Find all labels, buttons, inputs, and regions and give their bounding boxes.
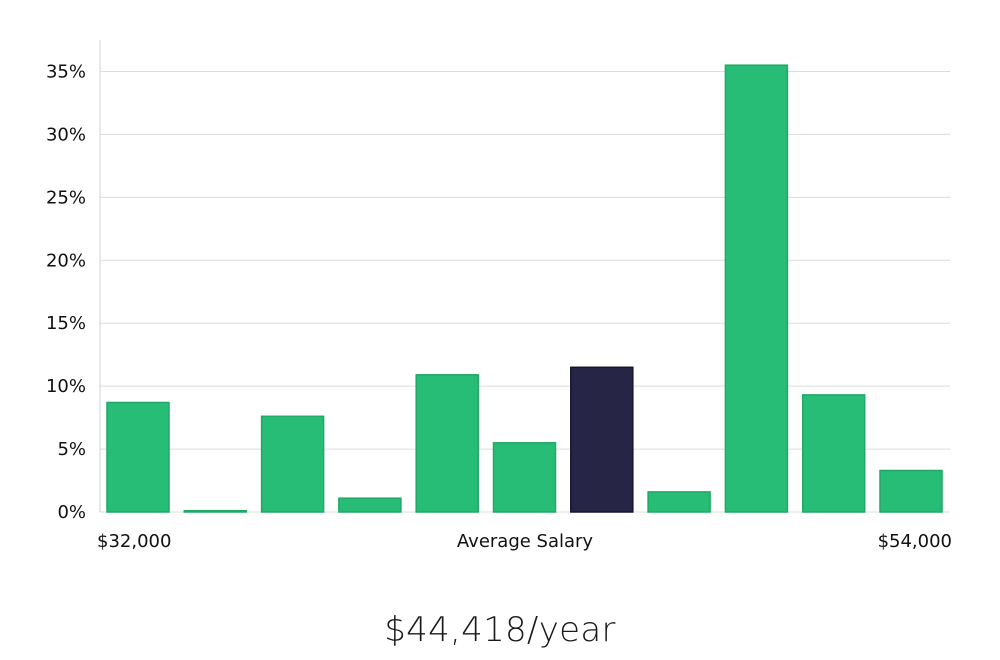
y-tick-label: 0% [57, 502, 86, 523]
y-tick-label: 35% [46, 61, 86, 82]
y-tick-label: 10% [46, 376, 86, 397]
bar [183, 509, 248, 513]
y-tick-label: 15% [46, 313, 86, 334]
x-max-label: $54,000 [878, 531, 952, 552]
bar [879, 469, 943, 513]
average-salary-value: $44,418/year [384, 610, 616, 650]
y-tick-label: 30% [46, 124, 86, 145]
bars [106, 64, 943, 513]
bar-highlighted [570, 366, 634, 513]
grid-lines [100, 70, 950, 513]
x-axis-label: Average Salary [457, 531, 594, 552]
bar [724, 64, 789, 513]
bar [338, 497, 402, 513]
bar [106, 401, 170, 513]
bar [260, 415, 325, 513]
x-min-label: $32,000 [97, 531, 171, 552]
salary-histogram: 0% 5% 10% 15% 20% 25% 30% 35% $32,000 Average S… [46, 40, 952, 552]
y-tick-label: 25% [46, 187, 86, 208]
bar [415, 374, 479, 513]
bar [492, 442, 557, 513]
y-tick-labels: 0% 5% 10% 15% 20% 25% 30% 35% [46, 61, 86, 523]
y-tick-label: 5% [57, 439, 86, 460]
y-tick-label: 20% [46, 250, 86, 271]
bar [801, 394, 866, 513]
bar [647, 491, 711, 513]
